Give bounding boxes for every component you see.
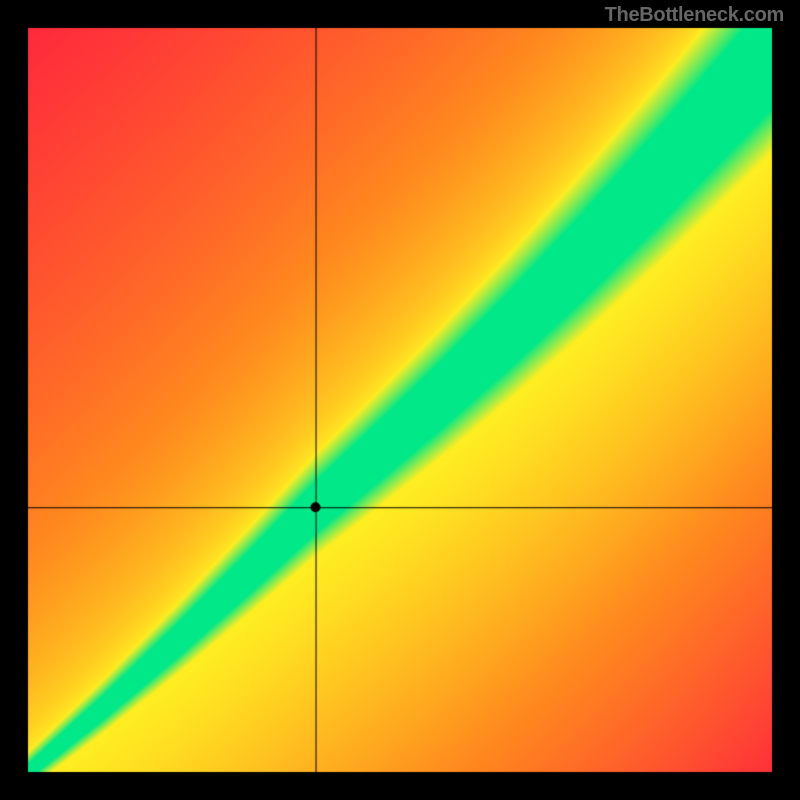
watermark-text: TheBottleneck.com bbox=[605, 4, 784, 27]
bottleneck-heatmap bbox=[0, 0, 800, 800]
